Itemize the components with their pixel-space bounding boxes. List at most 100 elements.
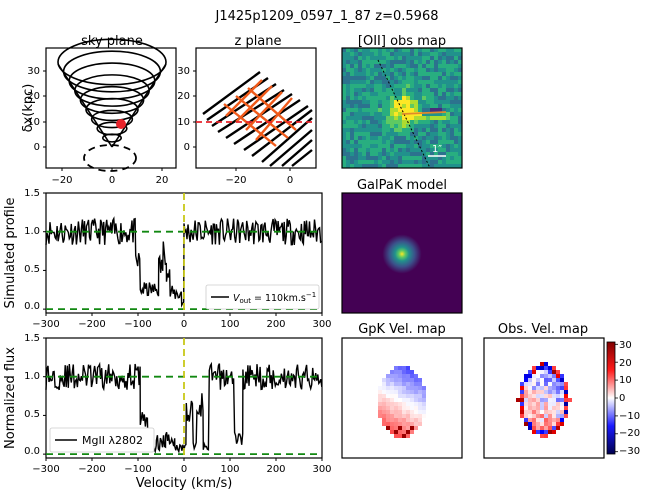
obs-pixel [394,108,398,112]
obs-pixel [454,88,458,92]
gpk-vel-pixel [406,378,410,382]
obs-pixel [374,72,378,76]
obs-pixel [438,52,442,56]
obs-vel-pixel [544,370,548,374]
obs-pixel [454,92,458,96]
obs-vel-pixel [556,370,560,374]
obs-pixel [446,156,450,160]
obs-pixel [426,96,430,100]
obs-pixel [354,136,358,140]
obs-vel-pixel [552,418,556,422]
cone-ring [90,109,134,129]
obs-pixel [342,112,346,116]
gpk-vel-pixel [382,410,386,414]
gpk-vel-pixel [394,406,398,410]
obs-pixel [458,72,462,76]
flux-yticks: 0.0 0.5 1.0 1.5 [24,333,40,457]
obs-pixel [414,148,418,152]
obs-pixel [426,100,430,104]
gpk-vel-map-panel: GpK Vel. map [341,322,463,459]
obs-vel-pixel [552,370,556,374]
obs-pixel [418,144,422,148]
obs-pixel [378,132,382,136]
obs-pixel [342,48,346,52]
obs-pixel [398,52,402,56]
obs-pixel [382,96,386,100]
obs-pixel [438,160,442,164]
sky-ytick-30: 30 [27,66,40,77]
obs-pixel [430,104,434,108]
obs-pixel [346,116,350,120]
obs-vel-pixel [540,418,544,422]
obs-pixel [358,164,362,168]
obs-pixel [394,80,398,84]
obs-pixel [386,96,390,100]
obs-pixel [414,124,418,128]
obs-pixel [402,140,406,144]
obs-pixel [446,52,450,56]
obs-pixel [350,80,354,84]
gpk-vel-pixel [406,402,410,406]
obs-pixel [354,104,358,108]
obs-pixel [454,48,458,52]
obs-pixel [422,120,426,124]
obs-pixel [370,96,374,100]
gpk-vel-pixel [390,422,394,426]
obs-pixel [350,76,354,80]
obs-vel-pixel [540,386,544,390]
obs-pixel [362,116,366,120]
obs-pixel [426,164,430,168]
obs-vel-pixel [548,426,552,430]
obs-pixel [390,124,394,128]
cbar-tick-m10: −10 [619,411,640,422]
gpk-vel-pixel [406,422,410,426]
flux-legend: MgII λ2802 [49,427,155,453]
gpk-vel-pixel [390,430,394,434]
obs-vel-pixel [540,382,544,386]
gpk-vel-pixel [398,374,402,378]
obs-pixel [458,120,462,124]
obs-pixel [382,112,386,116]
obs-vel-pixel [524,398,528,402]
obs-pixel [454,52,458,56]
obs-pixel [414,76,418,80]
gpk-vel-pixel [386,390,390,394]
obs-pixel [398,96,402,100]
cbar-tick-30: 30 [619,340,632,351]
obs-pixel [390,160,394,164]
obs-pixel [346,136,350,140]
obs-pixel [458,76,462,80]
obs-pixel [370,68,374,72]
gpk-vel-pixel [390,426,394,430]
obs-pixel [374,132,378,136]
obs-vel-pixel [556,406,560,410]
gpk-vel-pixel [382,382,386,386]
obs-pixel [350,160,354,164]
gpk-vel-pixel [378,406,382,410]
obs-pixel [354,96,358,100]
obs-pixel [414,140,418,144]
obs-pixel [430,96,434,100]
obs-pixel [458,164,462,168]
obs-pixel [382,160,386,164]
obs-pixel [386,104,390,108]
obs-vel-image [516,362,572,438]
gpk-vel-pixel [410,402,414,406]
obs-pixel [398,48,402,52]
obs-pixel [362,152,366,156]
obs-pixel [390,156,394,160]
obs-pixel [366,124,370,128]
obs-pixel [402,108,406,112]
obs-pixel [398,156,402,160]
obs-pixel [346,160,350,164]
gpk-vel-pixel [414,422,418,426]
obs-pixel [350,56,354,60]
obs-pixel [346,56,350,60]
obs-pixel [434,96,438,100]
obs-pixel [394,160,398,164]
obs-pixel [430,52,434,56]
obs-pixel [354,152,358,156]
obs-vel-pixel [548,370,552,374]
obs-pixel [374,120,378,124]
obs-pixel [386,164,390,168]
